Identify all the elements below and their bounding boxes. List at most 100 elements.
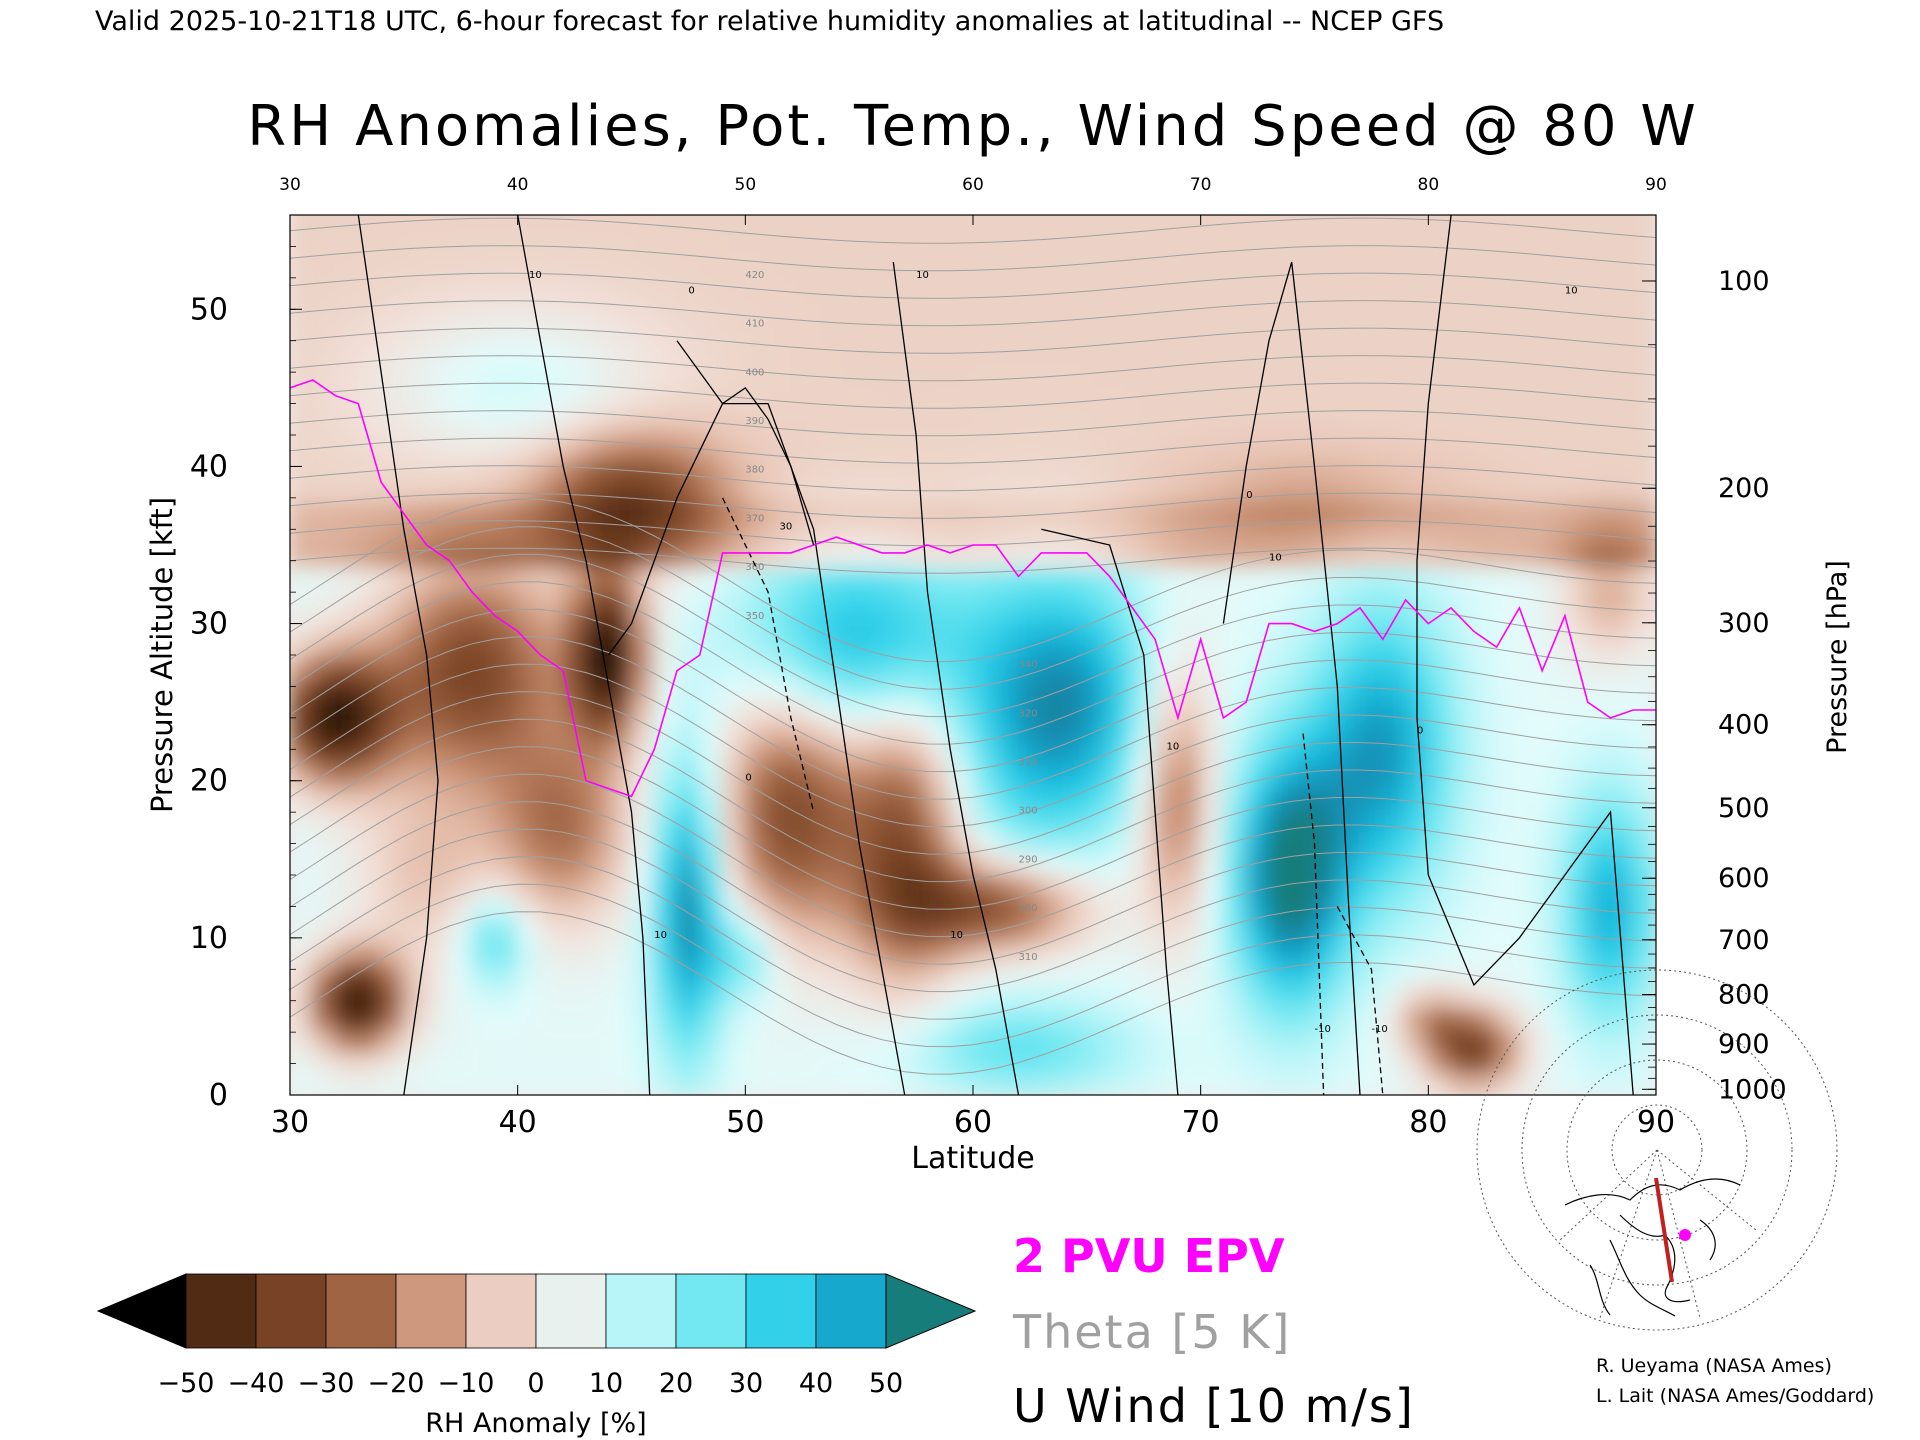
rh-anomaly-cell — [1404, 1072, 1430, 1095]
rh-anomaly-cell — [1063, 346, 1088, 370]
rh-anomaly-cell — [994, 500, 1020, 524]
rh-anomaly-cell — [562, 215, 587, 216]
rh-anomaly-cell — [1176, 808, 1202, 832]
rh-anomaly-cell — [972, 500, 997, 524]
rh-anomaly-cell — [858, 676, 883, 700]
rh-anomaly-cell — [562, 786, 587, 810]
u-wind-contour — [722, 497, 815, 813]
rh-anomaly-cell — [584, 984, 610, 1008]
rh-anomaly-cell — [1359, 918, 1384, 942]
colorbar-tick-label: 30 — [729, 1368, 763, 1399]
colorbar-tick-label: 20 — [659, 1368, 693, 1399]
rh-anomaly-cell — [972, 632, 997, 656]
rh-anomaly-cell — [1336, 830, 1362, 854]
rh-anomaly-cell — [721, 808, 747, 832]
rh-anomaly-cell — [903, 940, 929, 964]
rh-anomaly-cell — [926, 302, 952, 326]
rh-anomaly-cell — [380, 654, 405, 678]
y-tick-label-left: 0 — [209, 1078, 228, 1113]
rh-anomaly-cell — [1472, 434, 1498, 458]
rh-anomaly-cell — [1381, 215, 1407, 238]
colorbar-tick-label: 50 — [869, 1368, 903, 1399]
rh-anomaly-cell — [1336, 456, 1362, 480]
rh-anomaly-cell — [994, 830, 1020, 854]
colorbar-tick-label: −50 — [158, 1368, 215, 1399]
rh-anomaly-cell — [1381, 280, 1407, 304]
rh-anomaly-cell — [1267, 215, 1293, 216]
rh-anomaly-cell — [290, 1050, 314, 1074]
rh-anomaly-cell — [1563, 324, 1589, 348]
rh-anomaly-cell — [1085, 346, 1111, 370]
rh-anomaly-cell — [1063, 874, 1088, 898]
rh-anomaly-cell — [1450, 280, 1475, 304]
rh-anomaly-cell — [290, 896, 314, 920]
rh-anomaly-cell — [744, 346, 770, 370]
rh-anomaly-cell — [1632, 610, 1656, 634]
rh-anomaly-cell — [812, 1050, 838, 1074]
rh-anomaly-cell — [1563, 808, 1589, 832]
rh-anomaly-cell — [1427, 632, 1453, 656]
rh-anomaly-cell — [812, 742, 838, 766]
rh-anomaly-cell — [1290, 215, 1316, 238]
rh-anomaly-cell — [1450, 215, 1475, 216]
rh-anomaly-cell — [1290, 1006, 1316, 1030]
rh-anomaly-cell — [425, 720, 451, 744]
rh-anomaly-cell — [1541, 852, 1566, 876]
rh-anomaly-cell — [425, 500, 451, 524]
rh-anomaly-cell — [1290, 302, 1316, 326]
rh-anomaly-cell — [290, 984, 314, 1008]
theta-label: 410 — [745, 319, 764, 330]
rh-anomaly-cell — [630, 324, 656, 348]
rh-anomaly-cell — [789, 632, 815, 656]
rh-anomaly-cell — [607, 1006, 633, 1030]
rh-anomaly-cell — [994, 1072, 1020, 1095]
rh-anomaly-cell — [903, 632, 929, 656]
theta-isentrope — [290, 272, 1656, 299]
rh-anomaly-cell — [1267, 610, 1293, 634]
rh-anomaly-cell — [607, 522, 633, 546]
rh-anomaly-cell — [448, 324, 474, 348]
rh-anomaly-cell — [721, 368, 747, 392]
rh-anomaly-cell — [1518, 830, 1544, 854]
rh-anomaly-cell — [903, 654, 929, 678]
rh-anomaly-cell — [471, 390, 496, 414]
rh-anomaly-cell — [607, 302, 633, 326]
rh-anomaly-cell — [1222, 215, 1248, 216]
rh-anomaly-cell — [630, 236, 656, 260]
rh-anomaly-cell — [584, 698, 610, 722]
rh-anomaly-cell — [334, 500, 360, 524]
rh-anomaly-cell — [1404, 1006, 1430, 1030]
rh-anomaly-cell — [1427, 215, 1453, 216]
rh-anomaly-cell — [539, 808, 565, 832]
rh-anomaly-cell — [676, 1072, 701, 1095]
rh-anomaly-cell — [1131, 830, 1157, 854]
rh-anomaly-cell — [721, 280, 747, 304]
rh-anomaly-cell — [789, 258, 815, 282]
rh-anomaly-cell — [1541, 324, 1566, 348]
rh-anomaly-cell — [1518, 566, 1544, 590]
rh-anomaly-cell — [1541, 676, 1566, 700]
rh-anomaly-cell — [653, 610, 679, 634]
rh-anomaly-cell — [1450, 215, 1475, 238]
rh-anomaly-cell — [334, 896, 360, 920]
rh-anomaly-cell — [1199, 764, 1225, 788]
rh-anomaly-cell — [835, 390, 861, 414]
rh-anomaly-cell — [357, 764, 383, 788]
rh-anomaly-cell — [949, 654, 974, 678]
rh-anomaly-cell — [1518, 346, 1544, 370]
rh-anomaly-cell — [493, 346, 519, 370]
rh-anomaly-cell — [721, 215, 747, 238]
rh-anomaly-cell — [972, 676, 997, 700]
rh-anomaly-cell — [357, 1072, 383, 1095]
rh-anomaly-cell — [1495, 1072, 1521, 1095]
rh-anomaly-cell — [607, 984, 633, 1008]
rh-anomaly-cell — [1541, 258, 1566, 282]
rh-anomaly-cell — [562, 654, 587, 678]
rh-anomaly-cell — [1108, 500, 1134, 524]
rh-anomaly-cell — [858, 962, 883, 986]
rh-anomaly-cell — [1063, 215, 1088, 216]
rh-anomaly-cell — [1563, 742, 1589, 766]
rh-anomaly-cell — [949, 215, 974, 216]
rh-anomaly-cell — [1313, 258, 1339, 282]
rh-anomaly-cell — [516, 478, 542, 502]
